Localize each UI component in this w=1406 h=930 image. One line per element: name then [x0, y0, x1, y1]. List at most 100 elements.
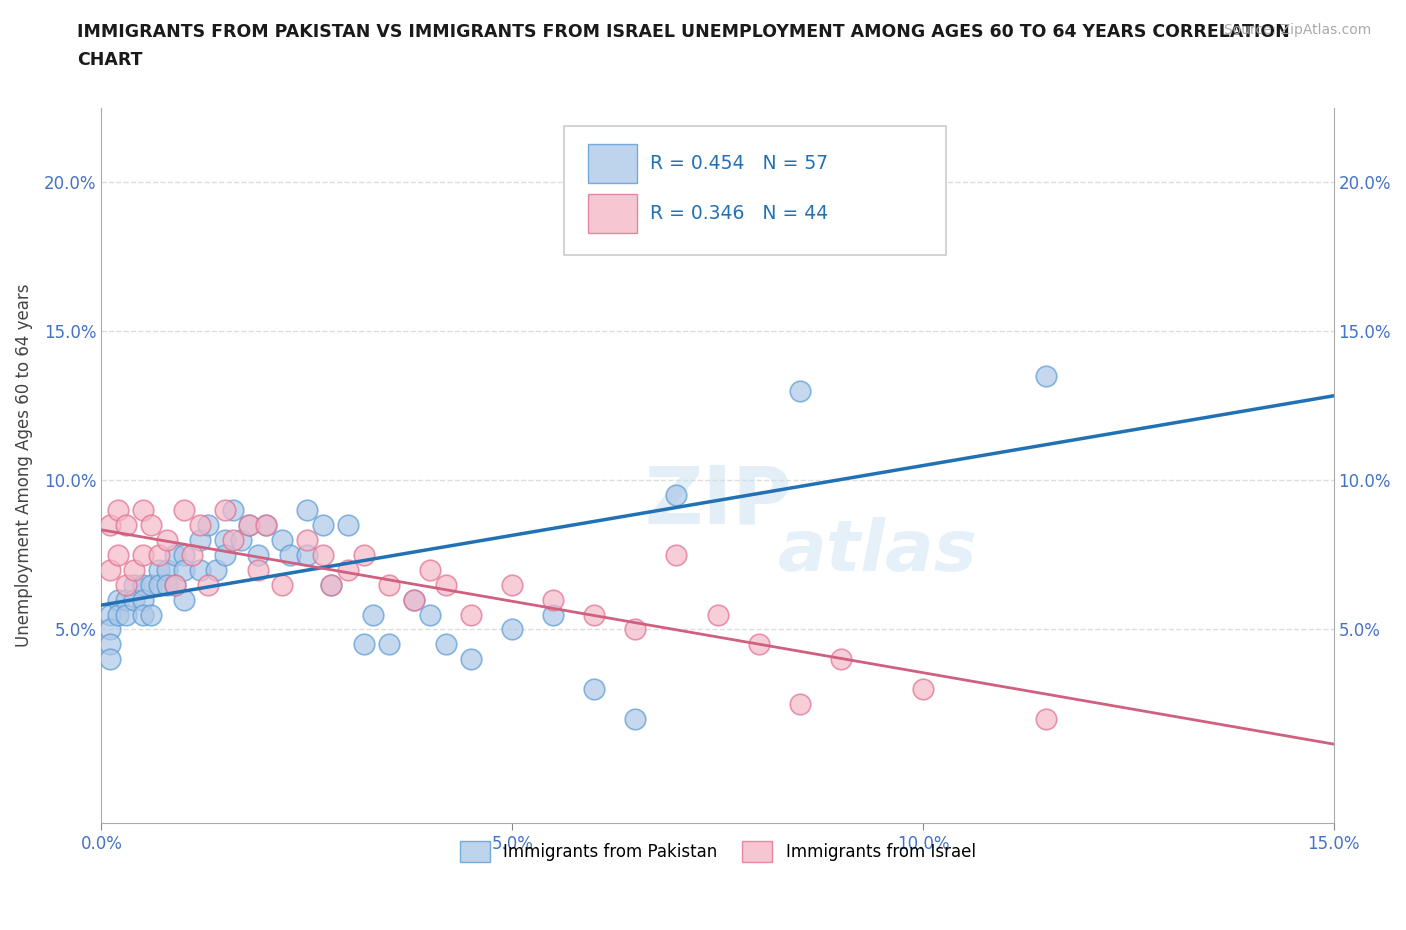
- Point: [353, 637, 375, 652]
- Point: [665, 548, 688, 563]
- Point: [543, 592, 565, 607]
- Point: [436, 578, 458, 592]
- Point: [1035, 711, 1057, 726]
- Point: [583, 682, 606, 697]
- Point: [361, 607, 384, 622]
- Point: [706, 607, 728, 622]
- Point: [501, 622, 523, 637]
- Point: [830, 205, 852, 219]
- Point: [107, 503, 129, 518]
- Text: CHART: CHART: [77, 51, 143, 69]
- Point: [295, 548, 318, 563]
- Point: [98, 518, 121, 533]
- Text: ZIP: ZIP: [644, 462, 792, 540]
- Point: [173, 563, 195, 578]
- Point: [419, 563, 441, 578]
- Text: IMMIGRANTS FROM PAKISTAN VS IMMIGRANTS FROM ISRAEL UNEMPLOYMENT AMONG AGES 60 TO: IMMIGRANTS FROM PAKISTAN VS IMMIGRANTS F…: [77, 23, 1291, 41]
- Point: [131, 548, 153, 563]
- Point: [124, 563, 146, 578]
- Point: [107, 607, 129, 622]
- Point: [115, 578, 138, 592]
- FancyBboxPatch shape: [564, 126, 945, 255]
- Point: [139, 578, 162, 592]
- Text: R = 0.346   N = 44: R = 0.346 N = 44: [650, 205, 828, 223]
- Point: [748, 637, 770, 652]
- Point: [124, 578, 146, 592]
- Point: [222, 503, 245, 518]
- Point: [271, 533, 294, 548]
- Point: [336, 563, 359, 578]
- Point: [165, 578, 187, 592]
- Point: [402, 592, 425, 607]
- Point: [131, 578, 153, 592]
- Point: [98, 622, 121, 637]
- Point: [246, 563, 269, 578]
- Point: [156, 533, 179, 548]
- Point: [165, 548, 187, 563]
- Point: [173, 503, 195, 518]
- Point: [131, 592, 153, 607]
- Point: [115, 607, 138, 622]
- Point: [173, 592, 195, 607]
- Point: [214, 548, 236, 563]
- FancyBboxPatch shape: [588, 193, 637, 233]
- Point: [98, 607, 121, 622]
- Point: [173, 548, 195, 563]
- Point: [378, 637, 401, 652]
- Point: [271, 578, 294, 592]
- Point: [280, 548, 302, 563]
- Point: [139, 518, 162, 533]
- Point: [336, 518, 359, 533]
- Point: [214, 533, 236, 548]
- Point: [789, 697, 811, 711]
- Point: [148, 548, 170, 563]
- Legend: Immigrants from Pakistan, Immigrants from Israel: Immigrants from Pakistan, Immigrants fro…: [453, 835, 983, 869]
- Point: [156, 578, 179, 592]
- Point: [378, 578, 401, 592]
- Point: [419, 607, 441, 622]
- Point: [124, 592, 146, 607]
- Point: [583, 607, 606, 622]
- Point: [205, 563, 228, 578]
- Point: [624, 711, 647, 726]
- Point: [321, 578, 343, 592]
- Point: [214, 503, 236, 518]
- Point: [107, 548, 129, 563]
- Point: [460, 652, 482, 667]
- Point: [295, 533, 318, 548]
- Point: [98, 637, 121, 652]
- Point: [238, 518, 260, 533]
- Point: [165, 578, 187, 592]
- Point: [312, 518, 335, 533]
- Text: atlas: atlas: [778, 517, 977, 586]
- Point: [460, 607, 482, 622]
- Point: [98, 652, 121, 667]
- Point: [295, 503, 318, 518]
- Point: [148, 578, 170, 592]
- Point: [156, 563, 179, 578]
- Point: [402, 592, 425, 607]
- Point: [188, 533, 211, 548]
- Point: [115, 518, 138, 533]
- Point: [229, 533, 252, 548]
- Point: [312, 548, 335, 563]
- Point: [197, 518, 219, 533]
- Point: [188, 563, 211, 578]
- Point: [665, 488, 688, 503]
- Point: [139, 607, 162, 622]
- Point: [789, 384, 811, 399]
- Point: [436, 637, 458, 652]
- Point: [197, 578, 219, 592]
- FancyBboxPatch shape: [588, 144, 637, 183]
- Point: [830, 652, 852, 667]
- Point: [254, 518, 277, 533]
- Point: [321, 578, 343, 592]
- Point: [180, 548, 202, 563]
- Point: [98, 563, 121, 578]
- Point: [246, 548, 269, 563]
- Point: [624, 622, 647, 637]
- Point: [238, 518, 260, 533]
- Point: [911, 682, 934, 697]
- Point: [107, 592, 129, 607]
- Point: [148, 563, 170, 578]
